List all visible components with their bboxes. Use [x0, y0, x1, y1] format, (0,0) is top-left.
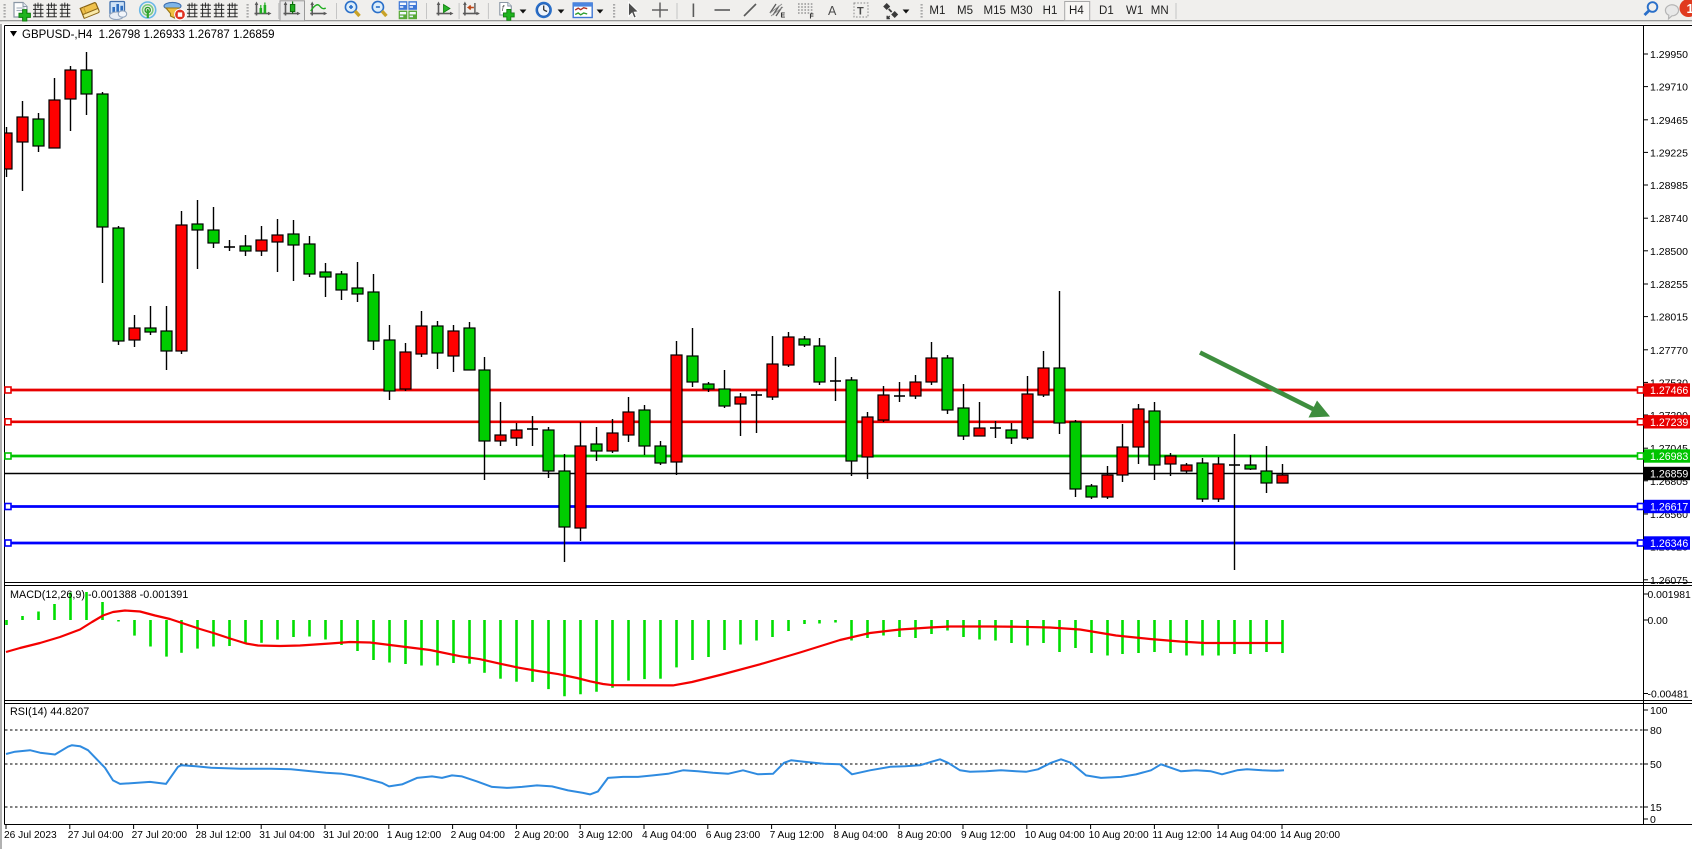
svg-text:4 Aug 04:00: 4 Aug 04:00	[642, 830, 697, 841]
svg-text:0.001981: 0.001981	[1648, 590, 1692, 601]
svg-text:9 Aug 12:00: 9 Aug 12:00	[961, 830, 1016, 841]
svg-text:1.28740: 1.28740	[1650, 213, 1688, 225]
svg-text:31 Jul 04:00: 31 Jul 04:00	[259, 830, 315, 841]
svg-text:1: 1	[1687, 1, 1692, 16]
svg-text:27 Jul 20:00: 27 Jul 20:00	[132, 830, 188, 841]
svg-text:M5: M5	[957, 5, 973, 17]
svg-text:1.29710: 1.29710	[1650, 82, 1688, 94]
svg-text:31 Jul 20:00: 31 Jul 20:00	[323, 830, 379, 841]
svg-text:1.26617: 1.26617	[1650, 502, 1688, 514]
svg-text:1.26075: 1.26075	[1650, 575, 1688, 587]
svg-text:7 Aug 12:00: 7 Aug 12:00	[770, 830, 825, 841]
svg-text:GBPUSD-,H4 1.26798 1.26933 1.: GBPUSD-,H4 1.26798 1.26933 1.26787 1.268…	[22, 29, 275, 41]
svg-text:1.26983: 1.26983	[1650, 451, 1688, 463]
svg-text:1.27770: 1.27770	[1650, 345, 1688, 357]
svg-text:26 Jul 2023: 26 Jul 2023	[4, 830, 57, 841]
svg-text:11 Aug 12:00: 11 Aug 12:00	[1152, 830, 1212, 841]
svg-text:A: A	[828, 4, 837, 18]
svg-text:1.27466: 1.27466	[1650, 385, 1688, 397]
svg-text:M30: M30	[1010, 5, 1032, 17]
svg-text:2 Aug 04:00: 2 Aug 04:00	[451, 830, 506, 841]
svg-text:1.29950: 1.29950	[1650, 49, 1688, 61]
svg-text:M15: M15	[984, 5, 1006, 17]
svg-text:3 Aug 12:00: 3 Aug 12:00	[578, 830, 633, 841]
svg-text:1 Aug 12:00: 1 Aug 12:00	[387, 830, 442, 841]
svg-text:RSI(14) 44.8207: RSI(14) 44.8207	[10, 706, 89, 718]
svg-text:10 Aug 20:00: 10 Aug 20:00	[1089, 830, 1149, 841]
svg-text:0.00: 0.00	[1648, 616, 1668, 627]
svg-text:100: 100	[1650, 705, 1668, 717]
svg-text:0: 0	[1650, 814, 1656, 826]
svg-text:80: 80	[1650, 725, 1662, 737]
svg-text:28 Jul 12:00: 28 Jul 12:00	[195, 830, 251, 841]
svg-text:1.26346: 1.26346	[1650, 538, 1688, 550]
svg-text:8 Aug 04:00: 8 Aug 04:00	[833, 830, 888, 841]
svg-text:1.28985: 1.28985	[1650, 180, 1688, 192]
svg-text:1.28255: 1.28255	[1650, 279, 1688, 291]
svg-text:-0.00481: -0.00481	[1648, 690, 1689, 701]
svg-text:E: E	[781, 13, 786, 20]
svg-text:10 Aug 04:00: 10 Aug 04:00	[1025, 830, 1085, 841]
svg-text:1.28500: 1.28500	[1650, 246, 1688, 258]
svg-text:1.27239: 1.27239	[1650, 417, 1688, 429]
svg-text:50: 50	[1650, 759, 1662, 771]
svg-text:15: 15	[1650, 802, 1662, 814]
svg-text:D1: D1	[1099, 5, 1114, 17]
svg-text:14 Aug 04:00: 14 Aug 04:00	[1216, 830, 1276, 841]
svg-text:H1: H1	[1043, 5, 1058, 17]
svg-text:6 Aug 23:00: 6 Aug 23:00	[706, 830, 761, 841]
svg-text:MACD(12,26,9) -0.001388 -0.001: MACD(12,26,9) -0.001388 -0.001391	[10, 589, 188, 601]
svg-text:1.26859: 1.26859	[1650, 469, 1688, 481]
svg-text:MN: MN	[1151, 5, 1169, 17]
svg-text:T: T	[857, 6, 864, 18]
svg-text:14 Aug 20:00: 14 Aug 20:00	[1280, 830, 1340, 841]
svg-text:F: F	[810, 14, 815, 21]
svg-text:8 Aug 20:00: 8 Aug 20:00	[897, 830, 952, 841]
svg-text:1.29465: 1.29465	[1650, 115, 1688, 127]
svg-text:M1: M1	[929, 5, 945, 17]
svg-text:1.28015: 1.28015	[1650, 312, 1688, 324]
svg-text:2 Aug 20:00: 2 Aug 20:00	[514, 830, 569, 841]
svg-text:f: f	[502, 4, 505, 13]
svg-text:W1: W1	[1126, 5, 1143, 17]
svg-text:H4: H4	[1069, 5, 1084, 17]
svg-text:27 Jul 04:00: 27 Jul 04:00	[68, 830, 124, 841]
svg-text:1.29225: 1.29225	[1650, 147, 1688, 159]
